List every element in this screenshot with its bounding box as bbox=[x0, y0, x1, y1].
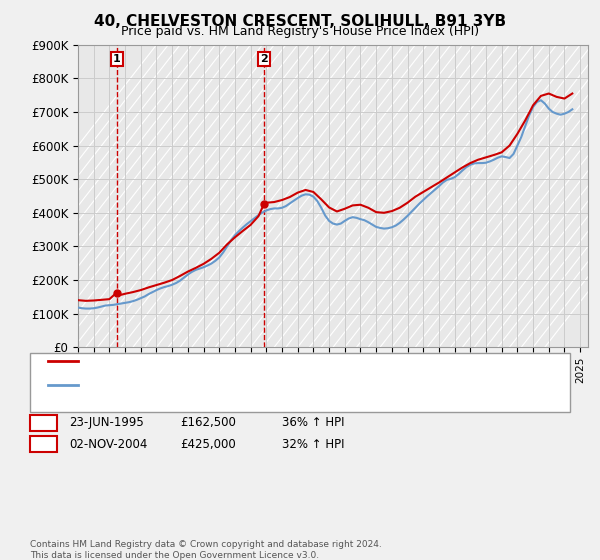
Text: 1: 1 bbox=[113, 54, 121, 64]
Text: 02-NOV-2004: 02-NOV-2004 bbox=[69, 437, 148, 451]
Text: 23-JUN-1995: 23-JUN-1995 bbox=[69, 416, 144, 430]
Text: 1: 1 bbox=[40, 416, 47, 430]
Text: 40, CHELVESTON CRESCENT, SOLIHULL, B91 3YB (detached house): 40, CHELVESTON CRESCENT, SOLIHULL, B91 3… bbox=[81, 356, 430, 366]
Text: 36% ↑ HPI: 36% ↑ HPI bbox=[282, 416, 344, 430]
Text: 2: 2 bbox=[260, 54, 268, 64]
Text: 32% ↑ HPI: 32% ↑ HPI bbox=[282, 437, 344, 451]
Text: £162,500: £162,500 bbox=[180, 416, 236, 430]
Text: Price paid vs. HM Land Registry's House Price Index (HPI): Price paid vs. HM Land Registry's House … bbox=[121, 25, 479, 38]
Text: 2: 2 bbox=[40, 437, 47, 451]
Text: £425,000: £425,000 bbox=[180, 437, 236, 451]
Text: 40, CHELVESTON CRESCENT, SOLIHULL, B91 3YB: 40, CHELVESTON CRESCENT, SOLIHULL, B91 3… bbox=[94, 14, 506, 29]
Text: HPI: Average price, detached house, Solihull: HPI: Average price, detached house, Soli… bbox=[81, 380, 312, 390]
Text: Contains HM Land Registry data © Crown copyright and database right 2024.
This d: Contains HM Land Registry data © Crown c… bbox=[30, 540, 382, 560]
